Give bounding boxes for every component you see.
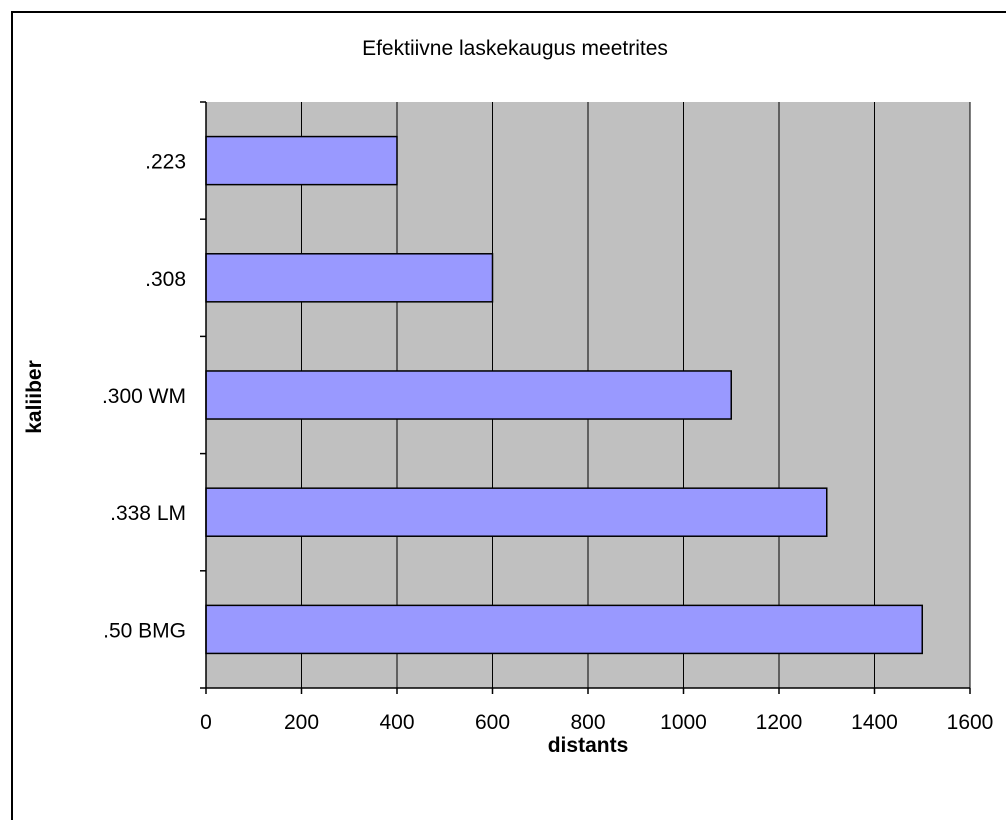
y-tick-label: .338 LM xyxy=(110,502,186,525)
chart-title: Efektiivne laskekaugus meetrites xyxy=(362,37,668,60)
x-tick-label: 800 xyxy=(570,711,605,734)
y-tick-label: .308 xyxy=(145,268,186,291)
bar xyxy=(205,253,494,303)
x-tick-label: 200 xyxy=(284,711,319,734)
y-tick-label: .223 xyxy=(145,151,186,174)
y-axis-title: kaliiber xyxy=(23,360,46,434)
x-tick-label: 400 xyxy=(379,711,414,734)
chart-frame xyxy=(11,11,1006,820)
x-tick-label: 1600 xyxy=(947,711,994,734)
bar xyxy=(205,487,828,537)
bar xyxy=(205,370,732,420)
x-tick-label: 0 xyxy=(200,711,212,734)
plot-area: .223 .308 .300 WM .338 LM .50 BMG 0 200 400 600 8… xyxy=(102,101,994,734)
bar xyxy=(205,604,923,655)
x-tick-label: 1000 xyxy=(660,711,707,734)
x-tick-label: 600 xyxy=(475,711,510,734)
x-tick-label: 1400 xyxy=(851,711,898,734)
bar xyxy=(205,135,398,186)
x-tick-label: 1200 xyxy=(756,711,803,734)
y-tick-label: .50 BMG xyxy=(103,619,186,642)
x-axis-title: distants xyxy=(548,734,629,757)
y-tick-label: .300 WM xyxy=(102,385,186,408)
